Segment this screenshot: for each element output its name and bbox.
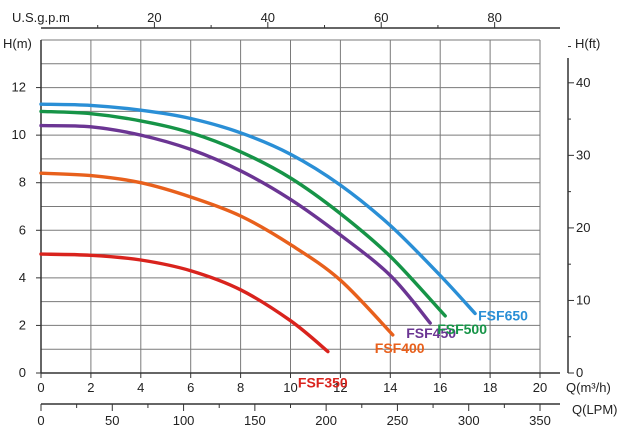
- x-lpm-tick-label: 0: [37, 413, 44, 428]
- x-bottom-tick-label: 6: [187, 380, 194, 395]
- y-left-tick-label: 10: [12, 127, 26, 142]
- series-line-fsf350: [39, 252, 330, 354]
- x-top-tick-label: 20: [147, 10, 161, 25]
- series-line-fsf500: [39, 109, 447, 318]
- series-label-fsf400: FSF400: [375, 340, 425, 356]
- x-lpm-axis-title: Q(LPM): [572, 402, 618, 417]
- y-left-tick-label: 2: [19, 317, 26, 332]
- y-left-tick-label: 6: [19, 222, 26, 237]
- x-bottom-tick-label: 8: [237, 380, 244, 395]
- y-right-tick-label: 20: [576, 220, 590, 235]
- y-right-tick-label: 40: [576, 75, 590, 90]
- y-right-tick-label: 30: [576, 147, 590, 162]
- series-curves: [39, 102, 477, 354]
- x-bottom-tick-label: 14: [383, 380, 397, 395]
- x-bottom-tick-label: 2: [87, 380, 94, 395]
- x-lpm-tick-label: 300: [458, 413, 480, 428]
- series-line-fsf650: [39, 102, 477, 316]
- x-lpm-tick-label: 200: [315, 413, 337, 428]
- series-label-fsf350: FSF350: [298, 375, 348, 391]
- x-lpm-tick-label: 250: [387, 413, 409, 428]
- x-top-axis-title: U.S.g.p.m: [12, 10, 70, 25]
- x-bottom-tick-label: 4: [137, 380, 144, 395]
- x-bottom-tick-label: 16: [433, 380, 447, 395]
- y-right-tick-label: 10: [576, 292, 590, 307]
- y-right-tick-label: 0: [576, 365, 583, 380]
- x-lpm-tick-label: 350: [529, 413, 551, 428]
- series-label-fsf500: FSF500: [437, 321, 487, 337]
- x-top-tick-label: 40: [261, 10, 275, 25]
- y-left-tick-label: 0: [19, 365, 26, 380]
- x-top-tick-label: 60: [374, 10, 388, 25]
- x-lpm-tick-label: 50: [105, 413, 119, 428]
- x-bottom-tick-label: 0: [37, 380, 44, 395]
- x-bottom-axis-title: Q(m³/h): [566, 380, 611, 395]
- y-right-axis-title: H(ft): [575, 36, 600, 51]
- x-bottom-tick-label: 18: [483, 380, 497, 395]
- series-label-fsf450: FSF450: [406, 325, 456, 341]
- x-lpm-tick-label: 150: [244, 413, 266, 428]
- y-left-tick-label: 4: [19, 270, 26, 285]
- x-bottom-tick-label: 20: [533, 380, 547, 395]
- x-bottom-tick-label: 12: [333, 380, 347, 395]
- x-top-tick-label: 80: [487, 10, 501, 25]
- series-line-fsf400: [39, 171, 395, 337]
- y-left-axis-title: H(m): [3, 36, 32, 51]
- series-line-fsf450: [39, 123, 432, 325]
- x-lpm-tick-label: 100: [173, 413, 195, 428]
- series-label-fsf650: FSF650: [478, 308, 528, 324]
- x-bottom-tick-label: 10: [283, 380, 297, 395]
- y-left-tick-label: 8: [19, 175, 26, 190]
- y-left-tick-label: 12: [12, 80, 26, 95]
